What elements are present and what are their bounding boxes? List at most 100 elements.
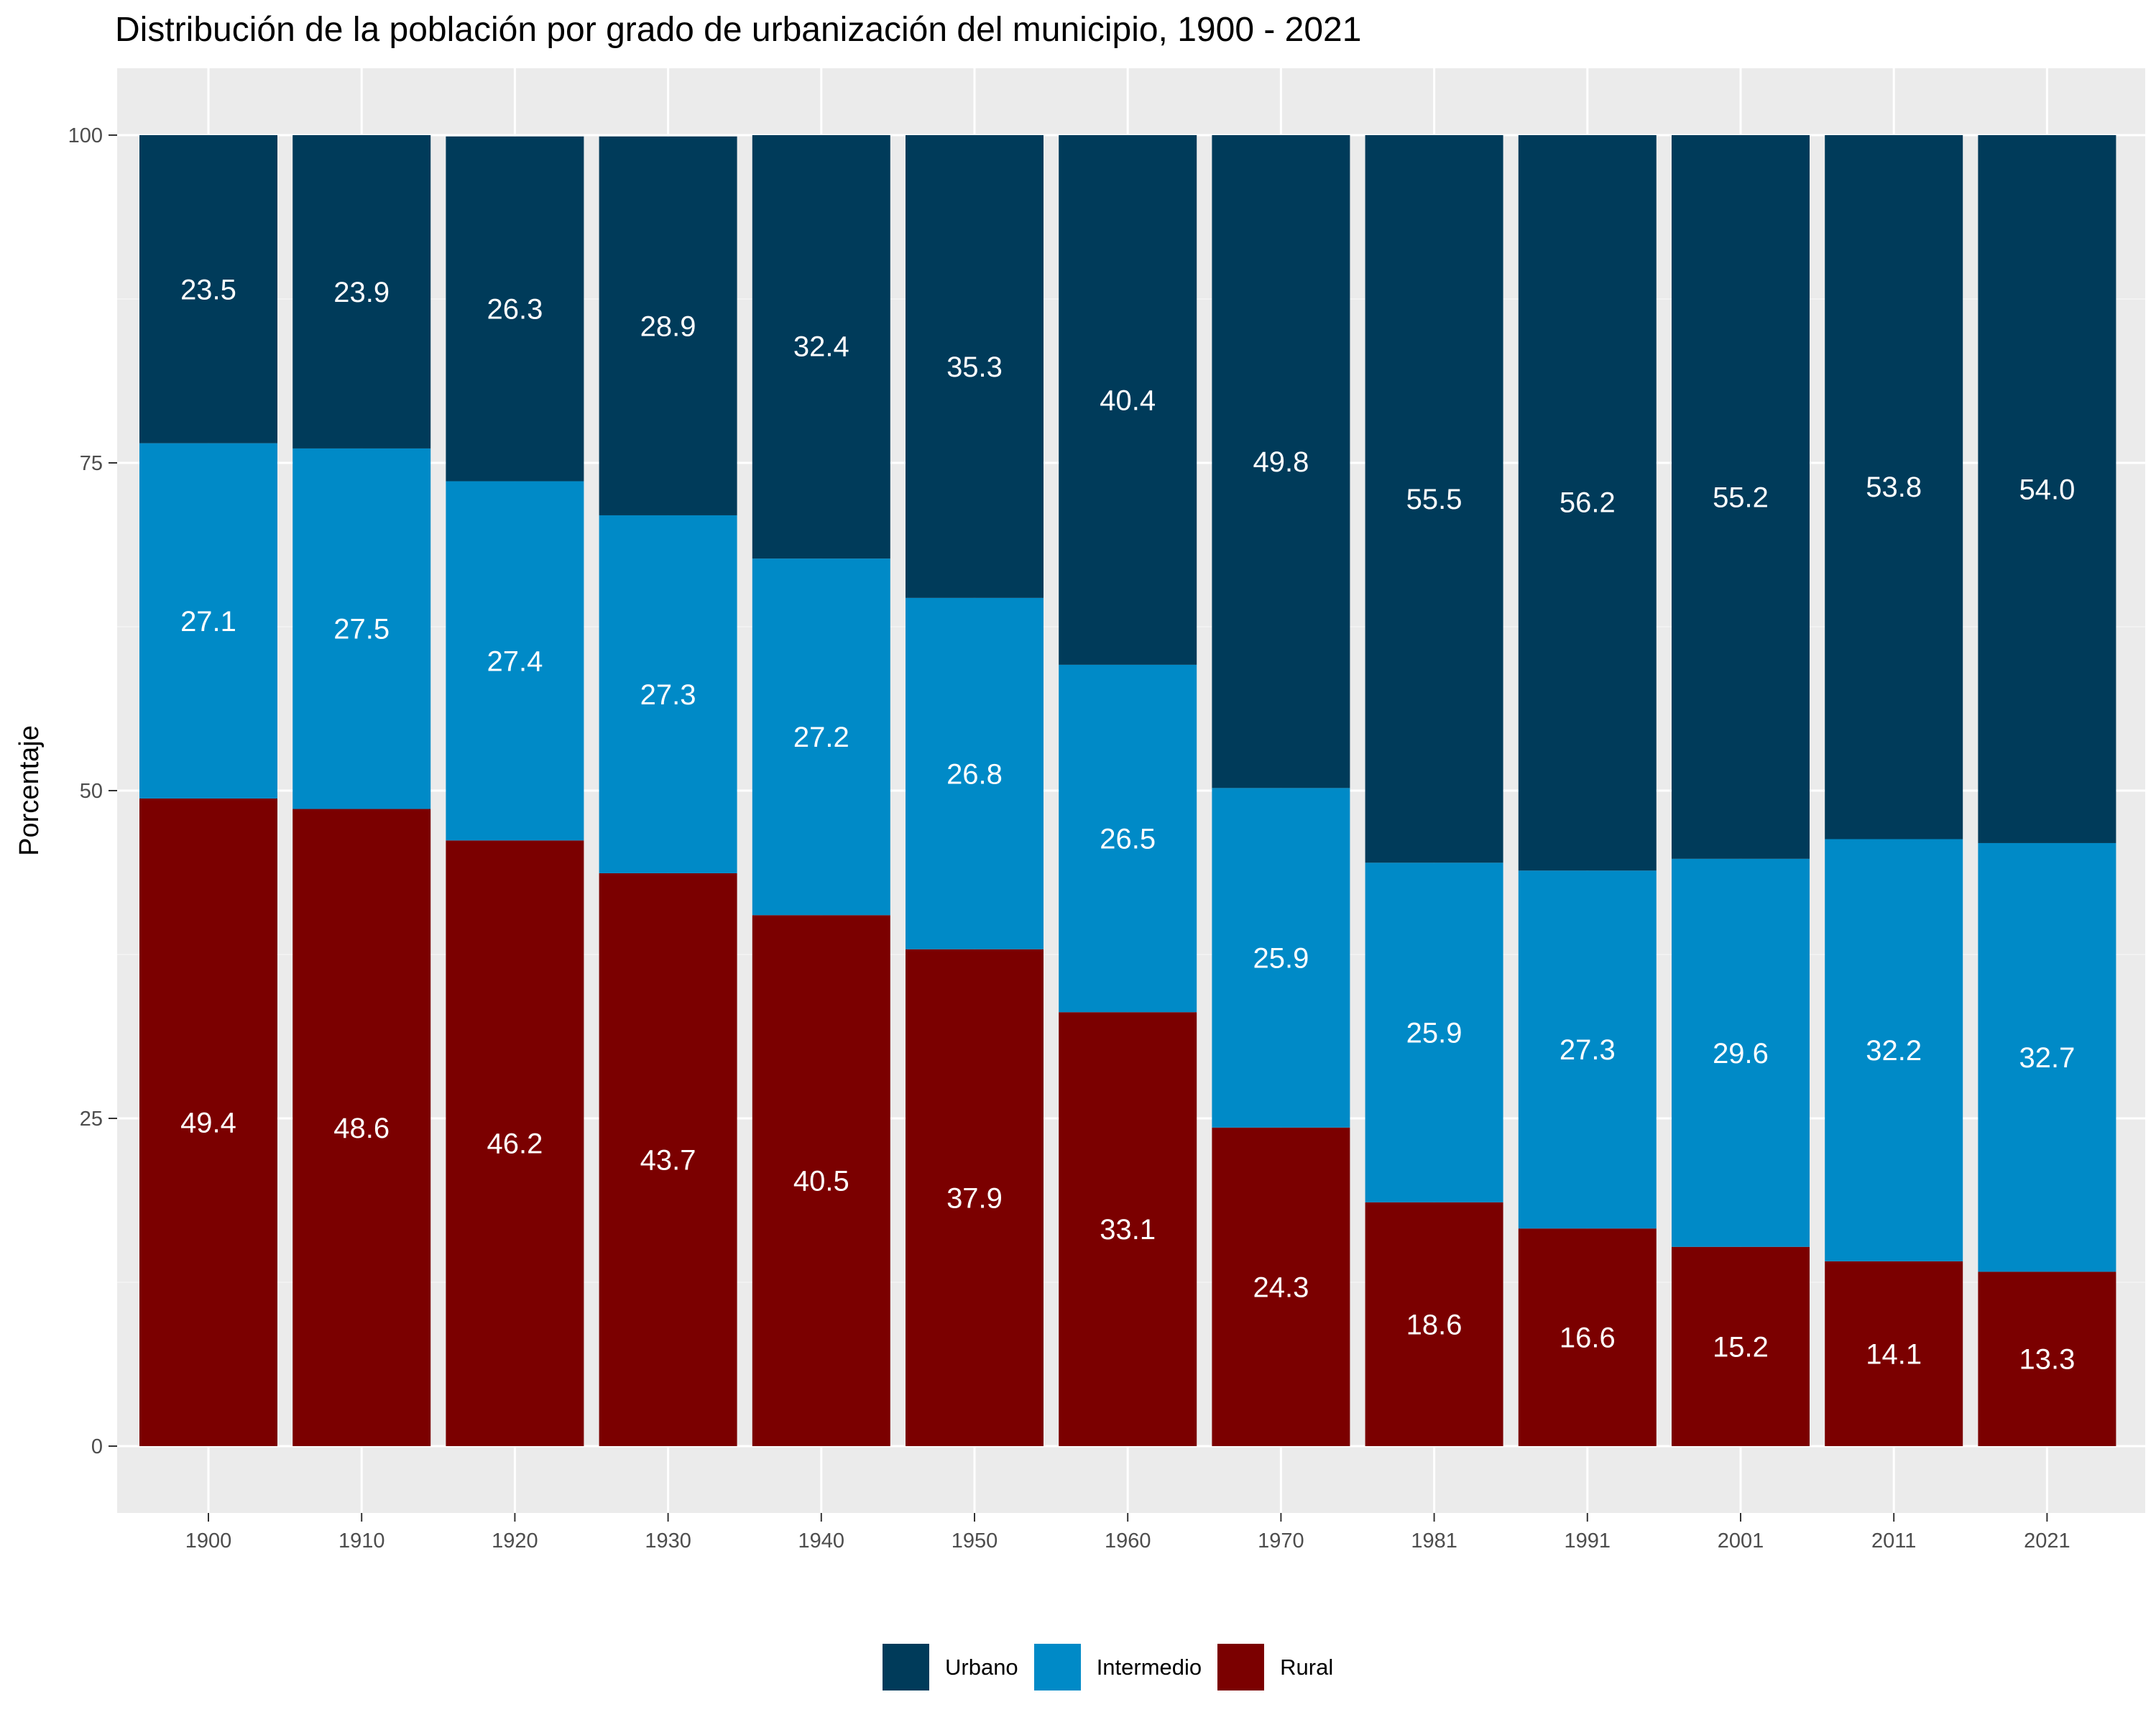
bar-segment-rural-1981 (1365, 1202, 1503, 1446)
y-tick-label: 25 (80, 1108, 103, 1131)
bar-segment-intermedio-1950 (906, 597, 1044, 949)
bar-segment-intermedio-1910 (292, 448, 431, 809)
bar-segment-urbano-2001 (1672, 135, 1810, 859)
bar-segment-urbano-1950 (906, 135, 1044, 598)
data-label-urbano-1970: 49.8 (1253, 446, 1309, 478)
x-tick-label: 2001 (1718, 1530, 1764, 1552)
data-label-rural-2001: 15.2 (1713, 1331, 1769, 1363)
legend-item-intermedio: Intermedio (1033, 1644, 1202, 1690)
bar-segment-rural-1920 (446, 840, 584, 1446)
legend-label-intermedio: Intermedio (1096, 1654, 1202, 1680)
bar-segment-urbano-1991 (1518, 135, 1657, 871)
y-tick-label: 75 (80, 452, 103, 475)
data-label-rural-1960: 33.1 (1100, 1214, 1156, 1246)
bar-segment-rural-1910 (292, 809, 431, 1446)
data-label-intermedio-1991: 27.3 (1560, 1034, 1616, 1066)
legend-label-urbano: Urbano (945, 1654, 1018, 1680)
data-label-urbano-1950: 35.3 (946, 351, 1003, 383)
data-label-urbano-2011: 53.8 (1866, 472, 1922, 503)
bar-segment-urbano-1910 (292, 135, 431, 448)
legend-item-urbano: Urbano (883, 1644, 1018, 1690)
x-tick-label: 1920 (492, 1530, 538, 1552)
data-label-rural-1981: 18.6 (1406, 1309, 1462, 1340)
bar-segment-rural-1960 (1059, 1012, 1197, 1446)
data-label-intermedio-2001: 29.6 (1713, 1038, 1769, 1070)
data-label-intermedio-1940: 27.2 (793, 722, 849, 753)
data-label-intermedio-1910: 27.5 (333, 614, 390, 645)
y-tick-label: 50 (80, 780, 103, 803)
bars (139, 135, 2116, 1446)
bar-segment-rural-2001 (1672, 1246, 1810, 1446)
data-label-intermedio-1900: 27.1 (180, 606, 236, 638)
axes: 0 25 50 75 100 1900 1910 1920 1930 1940 1950 1960 19… (68, 124, 2070, 1552)
x-tick-label: 1900 (185, 1530, 232, 1552)
x-tick-label: 1930 (645, 1530, 691, 1552)
data-label-urbano-1920: 26.3 (487, 294, 543, 326)
bar-segment-urbano-1981 (1365, 135, 1503, 863)
data-label-rural-1900: 49.4 (180, 1107, 236, 1138)
bar-segment-intermedio-1940 (752, 558, 890, 916)
bar-segment-intermedio-1900 (139, 443, 277, 799)
bar-segment-intermedio-2021 (1978, 842, 2116, 1272)
x-tick-label: 2011 (1871, 1530, 1916, 1552)
data-label-rural-1940: 40.5 (793, 1166, 849, 1197)
chart-title: Distribución de la población por grado d… (115, 11, 1362, 49)
bar-segment-intermedio-1920 (446, 481, 584, 841)
data-label-urbano-1940: 32.4 (793, 331, 849, 363)
bar-segment-urbano-1920 (446, 136, 584, 482)
bar-segment-rural-1950 (906, 949, 1044, 1446)
data-label-intermedio-2011: 32.2 (1866, 1035, 1922, 1067)
x-tick-label: 1940 (798, 1530, 845, 1552)
y-axis-title: Porcentaje (14, 725, 45, 856)
bar-segment-rural-2011 (1825, 1261, 1963, 1446)
data-label-rural-1920: 46.2 (487, 1128, 543, 1160)
x-tick-label: 1950 (952, 1530, 998, 1552)
bar-segment-intermedio-1991 (1518, 870, 1657, 1229)
y-tick-label: 0 (91, 1435, 103, 1458)
data-label-rural-2011: 14.1 (1866, 1338, 1922, 1370)
data-label-urbano-1910: 23.9 (333, 277, 390, 308)
data-label-urbano-1900: 23.5 (180, 274, 236, 305)
bar-segment-urbano-1900 (139, 135, 277, 443)
data-label-rural-1950: 37.9 (946, 1182, 1003, 1214)
legend: Urbano Intermedio Rural (883, 1644, 1349, 1690)
bar-segment-intermedio-2011 (1825, 839, 1963, 1261)
bar-segment-urbano-1960 (1059, 135, 1197, 665)
data-label-rural-1970: 24.3 (1253, 1271, 1309, 1303)
data-label-rural-2021: 13.3 (2019, 1344, 2075, 1376)
bar-segment-rural-1900 (139, 798, 277, 1446)
data-label-urbano-1930: 28.9 (640, 310, 696, 342)
bar-segment-intermedio-1960 (1059, 664, 1197, 1013)
legend-item-rural: Rural (1217, 1644, 1333, 1690)
bar-segment-intermedio-1970 (1212, 788, 1350, 1128)
data-label-urbano-2021: 54.0 (2019, 474, 2075, 505)
legend-swatch-urbano (883, 1644, 929, 1690)
x-tick-label: 1910 (338, 1530, 385, 1552)
data-label-intermedio-1920: 27.4 (487, 645, 543, 677)
bar-segment-rural-1970 (1212, 1127, 1350, 1446)
x-tick-label: 1981 (1411, 1530, 1457, 1552)
data-label-urbano-1960: 40.4 (1100, 385, 1156, 416)
data-label-urbano-1981: 55.5 (1406, 484, 1462, 515)
bar-segment-rural-2021 (1978, 1271, 2116, 1446)
y-tick-label: 100 (68, 124, 103, 147)
bar-segment-urbano-2021 (1978, 135, 2116, 843)
bar-segment-rural-1991 (1518, 1228, 1657, 1446)
data-label-intermedio-1960: 26.5 (1100, 824, 1156, 855)
data-label-urbano-1991: 56.2 (1560, 487, 1616, 519)
x-tick-label: 1960 (1105, 1530, 1151, 1552)
x-tick-label: 1970 (1258, 1530, 1304, 1552)
data-label-intermedio-1970: 25.9 (1253, 943, 1309, 975)
bar-segment-urbano-1930 (599, 136, 737, 515)
legend-label-rural: Rural (1280, 1654, 1334, 1680)
bar-segment-intermedio-2001 (1672, 858, 1810, 1247)
bar-segment-intermedio-1981 (1365, 862, 1503, 1202)
data-label-rural-1910: 48.6 (333, 1113, 390, 1144)
bar-labels: 49.4 27.1 23.5 48.6 27.5 23.9 46.2 27.4 26.3 43.7… (180, 274, 2075, 1375)
legend-swatch-intermedio (1033, 1644, 1081, 1690)
bar-segment-urbano-2011 (1825, 135, 1963, 840)
legend-swatch-rural (1217, 1644, 1265, 1690)
data-label-intermedio-1950: 26.8 (946, 758, 1003, 790)
bar-segment-urbano-1940 (752, 135, 890, 559)
bar-segment-rural-1940 (752, 915, 890, 1446)
